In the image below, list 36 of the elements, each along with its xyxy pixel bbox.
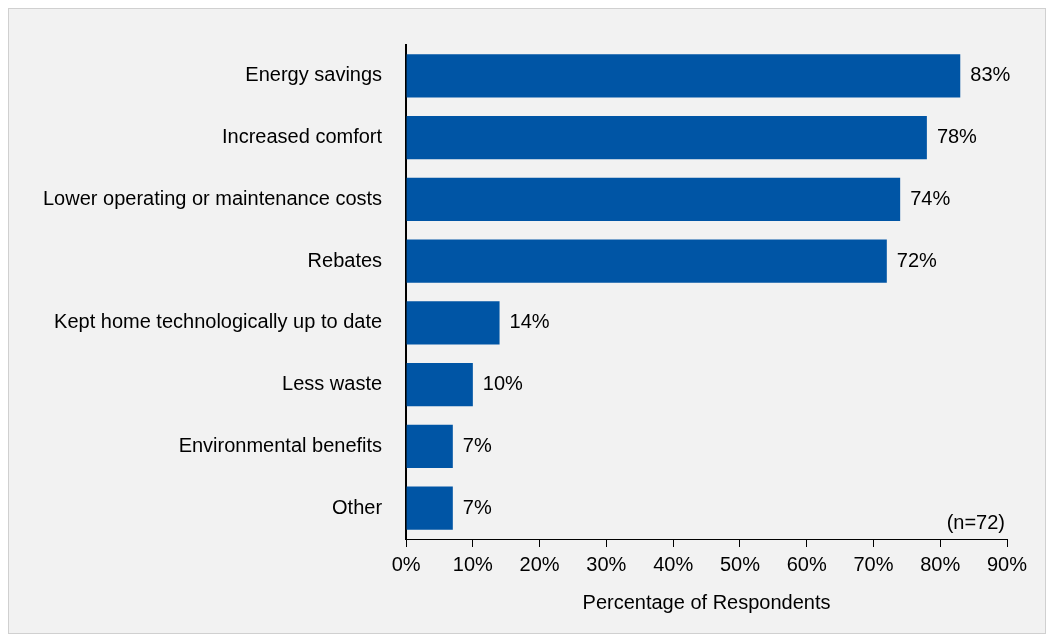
data-label: 14% xyxy=(509,310,550,333)
bar xyxy=(406,424,453,468)
bar xyxy=(406,239,887,283)
data-label: 7% xyxy=(462,433,492,456)
data-label: 83% xyxy=(970,63,1011,86)
y-tick-label: Kept home technologically up to date xyxy=(54,310,383,333)
bar xyxy=(406,116,927,160)
x-tick-label: 70% xyxy=(853,552,894,575)
y-tick-label: Rebates xyxy=(307,248,383,271)
x-tick-label: 40% xyxy=(653,552,694,575)
x-tick-label: 0% xyxy=(391,552,421,575)
bar xyxy=(406,177,901,221)
y-tick-label: Increased comfort xyxy=(222,125,383,148)
bar xyxy=(406,486,453,530)
y-tick-label: Other xyxy=(332,495,383,518)
bar xyxy=(406,54,961,98)
bar xyxy=(406,301,500,345)
bar xyxy=(406,363,473,407)
x-tick-label: 80% xyxy=(920,552,961,575)
data-label: 10% xyxy=(482,372,524,395)
data-label: 7% xyxy=(462,495,492,518)
x-tick-label: 20% xyxy=(519,552,560,575)
y-tick-label: Energy savings xyxy=(245,63,383,86)
x-axis-title: Percentage of Respondents xyxy=(582,590,831,613)
x-tick-label: 10% xyxy=(452,552,494,575)
y-tick-label: Lower operating or maintenance costs xyxy=(42,186,383,209)
y-tick-label: Environmental benefits xyxy=(178,433,383,456)
x-tick-label: 90% xyxy=(986,552,1028,575)
annotation: (n=72) xyxy=(946,510,1005,533)
x-tick-label: 50% xyxy=(719,552,761,575)
data-label: 78% xyxy=(936,125,978,148)
data-label: 74% xyxy=(910,186,951,209)
x-tick-label: 30% xyxy=(586,552,627,575)
data-label: 72% xyxy=(896,248,938,271)
x-tick-label: 60% xyxy=(786,552,827,575)
y-tick-label: Less waste xyxy=(282,372,383,395)
